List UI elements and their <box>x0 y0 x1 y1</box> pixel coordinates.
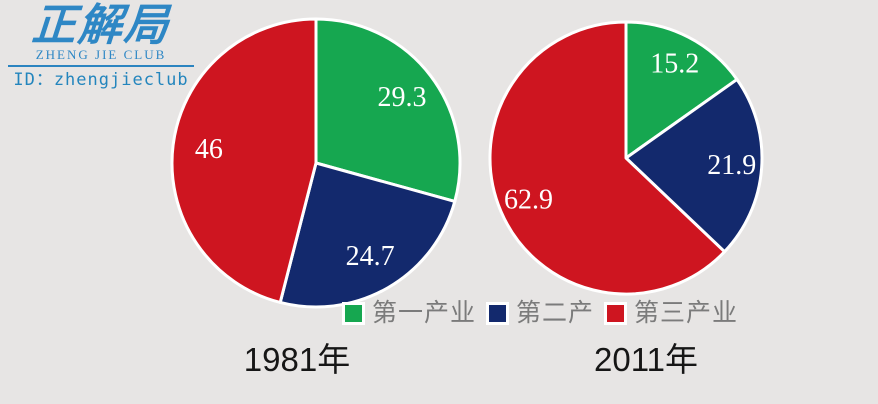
brand-logo-subtext: ZHENG JIE CLUB <box>35 47 167 62</box>
chart-title-1981: 1981年 <box>243 341 351 378</box>
pie-slice-value-label: 15.2 <box>650 48 699 79</box>
pie-slice <box>624 20 739 160</box>
pie-slice-value-label: 21.9 <box>707 150 756 181</box>
pie-chart-2011: 15.2 21.9 62.9 <box>488 20 764 296</box>
chart-title-2011: 2011年 <box>594 341 698 378</box>
pie-slice <box>314 17 462 203</box>
legend-item-secondary-industry: 第二产 <box>486 300 594 326</box>
pie-chart-1981: 29.3 24.7 46 <box>170 17 462 309</box>
brand-divider <box>8 65 194 67</box>
pie-slice-value-label: 29.3 <box>378 82 427 113</box>
legend-label: 第一产业 <box>372 298 477 327</box>
legend-label: 第三产业 <box>634 298 739 327</box>
pie-slice-value-label: 62.9 <box>504 184 553 215</box>
pie-slice <box>278 161 457 309</box>
pie-slice-value-label: 24.7 <box>346 241 395 272</box>
legend-item-tertiary-industry: 第三产业 <box>604 300 738 326</box>
brand-logo: 正解局 ZHENG JIE CLUB ID：zhengjieclub <box>6 0 196 91</box>
brand-id-text: ID：zhengjieclub <box>13 70 189 90</box>
legend-label: 第二产 <box>516 298 595 327</box>
legend-swatch-navy <box>486 301 510 325</box>
pie-slice-value-label: 46 <box>195 134 223 165</box>
legend-swatch-green <box>342 301 365 325</box>
pie-slice <box>488 20 727 296</box>
legend-swatch-red <box>604 301 628 325</box>
pie-slice <box>170 17 318 304</box>
legend-item-primary-industry: 第一产业 <box>342 300 476 326</box>
pie-slice <box>624 77 764 254</box>
chart-legend: 第一产业 第二产 第三产业 <box>342 300 738 326</box>
